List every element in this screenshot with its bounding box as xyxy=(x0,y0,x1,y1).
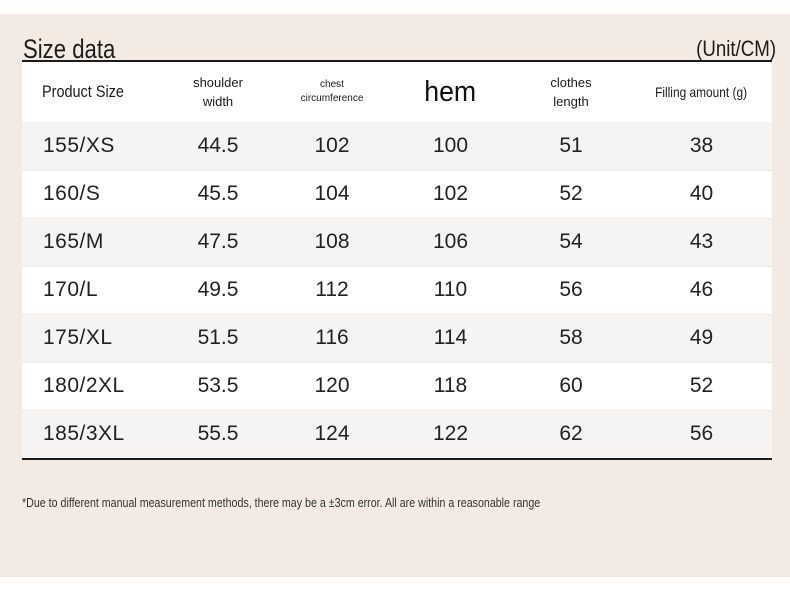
cell-size: 165/M xyxy=(22,217,162,266)
cell-shoulder: 49.5 xyxy=(162,265,274,314)
measurement-footnote: *Due to different manual measurement met… xyxy=(22,495,541,510)
page-title: Size data xyxy=(23,34,116,64)
cell-shoulder: 55.5 xyxy=(162,409,274,458)
cell-hem: 106 xyxy=(390,217,511,266)
cell-length: 58 xyxy=(511,313,631,362)
table-header-row: Product Size shoulder width chest circum… xyxy=(22,62,772,122)
table-row: 185/3XL 55.5 124 122 62 56 xyxy=(22,409,772,458)
cell-chest: 120 xyxy=(274,361,390,410)
cell-length: 52 xyxy=(511,169,631,218)
cell-length: 54 xyxy=(511,217,631,266)
header-clothes-length: clothes length xyxy=(550,75,592,109)
table-row: 160/S 45.5 104 102 52 40 xyxy=(22,169,772,218)
cell-chest: 102 xyxy=(314,133,350,157)
cell-filling: 46 xyxy=(631,265,772,314)
cell-hem: 102 xyxy=(390,169,511,218)
header-chest-circumference: chest circumference xyxy=(300,79,364,104)
table-row: 155/XS 44.5 102 100 51 38 xyxy=(22,122,772,170)
cell-chest: 124 xyxy=(274,409,390,458)
cell-length: 60 xyxy=(511,361,631,410)
cell-shoulder: 51.5 xyxy=(162,313,274,362)
cell-hem: 118 xyxy=(390,361,511,410)
cell-hem: 100 xyxy=(432,133,469,157)
cell-size: 175/XL xyxy=(22,313,162,362)
size-table-container: Product Size shoulder width chest circum… xyxy=(22,60,772,460)
cell-shoulder: 47.5 xyxy=(162,217,274,266)
cell-chest: 116 xyxy=(274,313,390,362)
unit-label: (Unit/CM) xyxy=(696,36,776,61)
table-row: 165/M 47.5 108 106 54 43 xyxy=(22,217,772,266)
cell-length: 51 xyxy=(559,133,583,157)
cell-filling: 49 xyxy=(631,313,772,362)
header-product-size: Product Size xyxy=(42,82,124,101)
cell-filling: 52 xyxy=(631,361,772,410)
cell-filling: 56 xyxy=(631,409,772,458)
cell-chest: 108 xyxy=(274,217,390,266)
size-table: Product Size shoulder width chest circum… xyxy=(22,62,772,458)
header-shoulder-width: shoulder width xyxy=(193,75,243,109)
header-filling-amount: Filling amount (g) xyxy=(655,84,748,100)
table-row: 180/2XL 53.5 120 118 60 52 xyxy=(22,361,772,410)
cell-size: 180/2XL xyxy=(22,361,162,410)
cell-filling: 40 xyxy=(631,169,772,218)
table-row: 175/XL 51.5 116 114 58 49 xyxy=(22,313,772,362)
cell-chest: 112 xyxy=(274,265,390,314)
cell-size: 160/S xyxy=(22,169,162,218)
cell-filling: 43 xyxy=(631,217,772,266)
cell-chest: 104 xyxy=(274,169,390,218)
cell-length: 62 xyxy=(511,409,631,458)
cell-hem: 110 xyxy=(390,265,511,314)
cell-shoulder: 45.5 xyxy=(162,169,274,218)
cell-shoulder: 44.5 xyxy=(197,133,239,157)
cell-filling: 38 xyxy=(689,133,714,157)
cell-hem: 122 xyxy=(390,409,511,458)
header-hem: hem xyxy=(424,75,477,108)
cell-size: 170/L xyxy=(22,265,162,314)
cell-size: 155/XS xyxy=(43,133,115,157)
table-row: 170/L 49.5 112 110 56 46 xyxy=(22,265,772,314)
cell-hem: 114 xyxy=(390,313,511,362)
cell-size: 185/3XL xyxy=(22,409,162,458)
cell-shoulder: 53.5 xyxy=(162,361,274,410)
cell-length: 56 xyxy=(511,265,631,314)
